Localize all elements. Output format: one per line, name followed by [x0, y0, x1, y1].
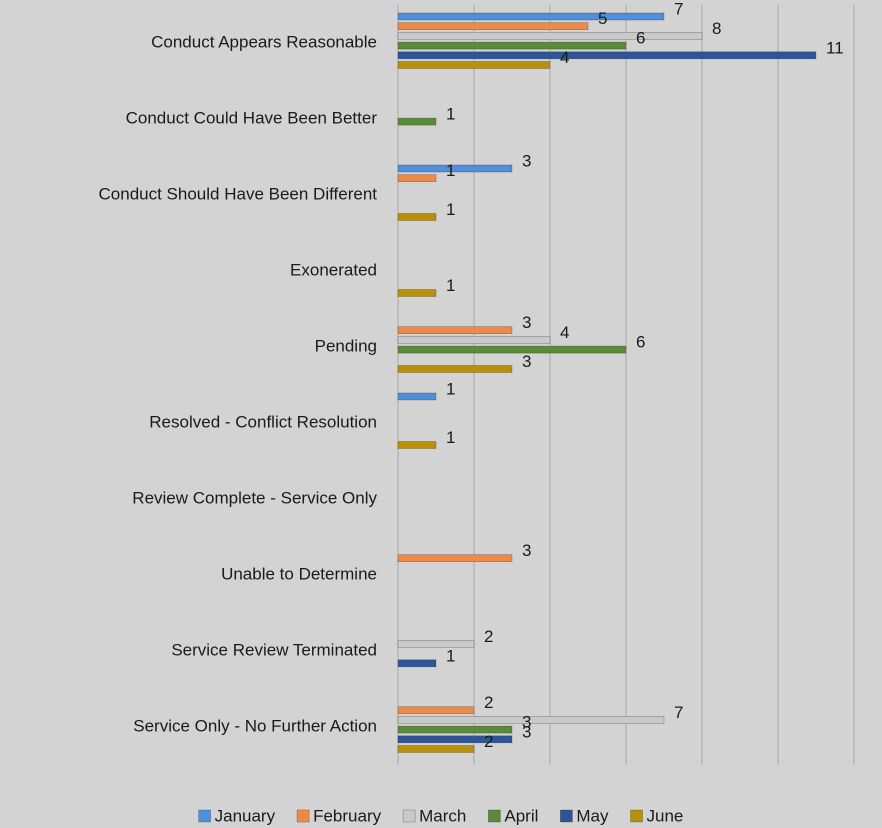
value-label: 1 — [446, 428, 455, 447]
bar — [397, 345, 627, 354]
bar — [397, 441, 437, 449]
bar — [397, 213, 437, 221]
value-label: 2 — [484, 693, 493, 712]
legend-label: January — [215, 806, 276, 825]
value-label: 1 — [446, 379, 455, 398]
bar — [397, 336, 551, 344]
value-label: 4 — [560, 323, 569, 342]
category-label: Conduct Could Have Been Better — [126, 108, 378, 127]
legend-swatch — [488, 809, 501, 823]
legend-swatch — [560, 809, 573, 823]
bar — [397, 32, 703, 40]
bar — [397, 706, 475, 715]
bar — [397, 164, 513, 173]
bar — [397, 716, 665, 724]
category-label: Conduct Should Have Been Different — [99, 184, 378, 203]
bar — [397, 117, 437, 126]
legend-swatch — [630, 809, 643, 823]
legend-swatch — [296, 809, 310, 823]
category-label: Service Review Terminated — [171, 640, 377, 659]
category-label: Exonerated — [290, 260, 377, 279]
legend-label: June — [647, 806, 684, 825]
bar — [397, 326, 513, 335]
category-label: Pending — [315, 336, 377, 355]
bar — [397, 640, 475, 648]
bar — [397, 365, 513, 373]
legend-label: May — [576, 806, 609, 825]
category-label: Review Complete - Service Only — [132, 488, 377, 507]
value-label: 6 — [636, 333, 645, 352]
bar — [397, 659, 437, 668]
bar — [397, 554, 513, 563]
bar — [397, 289, 437, 297]
bar — [397, 392, 437, 401]
value-label: 1 — [446, 276, 455, 295]
value-label: 3 — [522, 541, 531, 560]
value-label: 3 — [522, 313, 531, 332]
value-label: 6 — [636, 29, 645, 48]
value-label: 4 — [560, 48, 569, 67]
bar — [397, 735, 513, 744]
legend-label: April — [504, 806, 538, 825]
bar — [397, 12, 665, 21]
value-label: 8 — [712, 19, 721, 38]
value-label: 1 — [446, 105, 455, 124]
value-label: 1 — [446, 200, 455, 219]
value-label: 5 — [598, 9, 607, 28]
category-label: Unable to Determine — [221, 564, 377, 583]
category-label: Resolved - Conflict Resolution — [149, 412, 377, 431]
bar — [397, 745, 475, 753]
bar — [397, 174, 437, 182]
category-label: Conduct Appears Reasonable — [151, 32, 377, 51]
value-label: 1 — [446, 646, 455, 665]
bar — [397, 725, 513, 734]
category-label: Service Only - No Further Action — [133, 716, 377, 735]
value-label: 3 — [522, 713, 531, 732]
value-label: 3 — [522, 722, 531, 741]
value-label: 7 — [674, 703, 683, 722]
legend-swatch — [402, 809, 416, 823]
legend-label: March — [419, 806, 466, 825]
value-label: 2 — [484, 732, 493, 751]
value-label: 11 — [826, 38, 844, 57]
bar — [397, 41, 627, 50]
bar — [397, 61, 551, 69]
legend-swatch — [198, 809, 211, 823]
value-label: 2 — [484, 627, 493, 646]
value-label: 1 — [446, 161, 455, 180]
bar — [397, 51, 817, 60]
legend-label: February — [313, 806, 382, 825]
value-label: 3 — [522, 151, 531, 170]
bar — [397, 22, 589, 31]
value-label: 7 — [674, 0, 683, 18]
value-label: 3 — [522, 352, 531, 371]
